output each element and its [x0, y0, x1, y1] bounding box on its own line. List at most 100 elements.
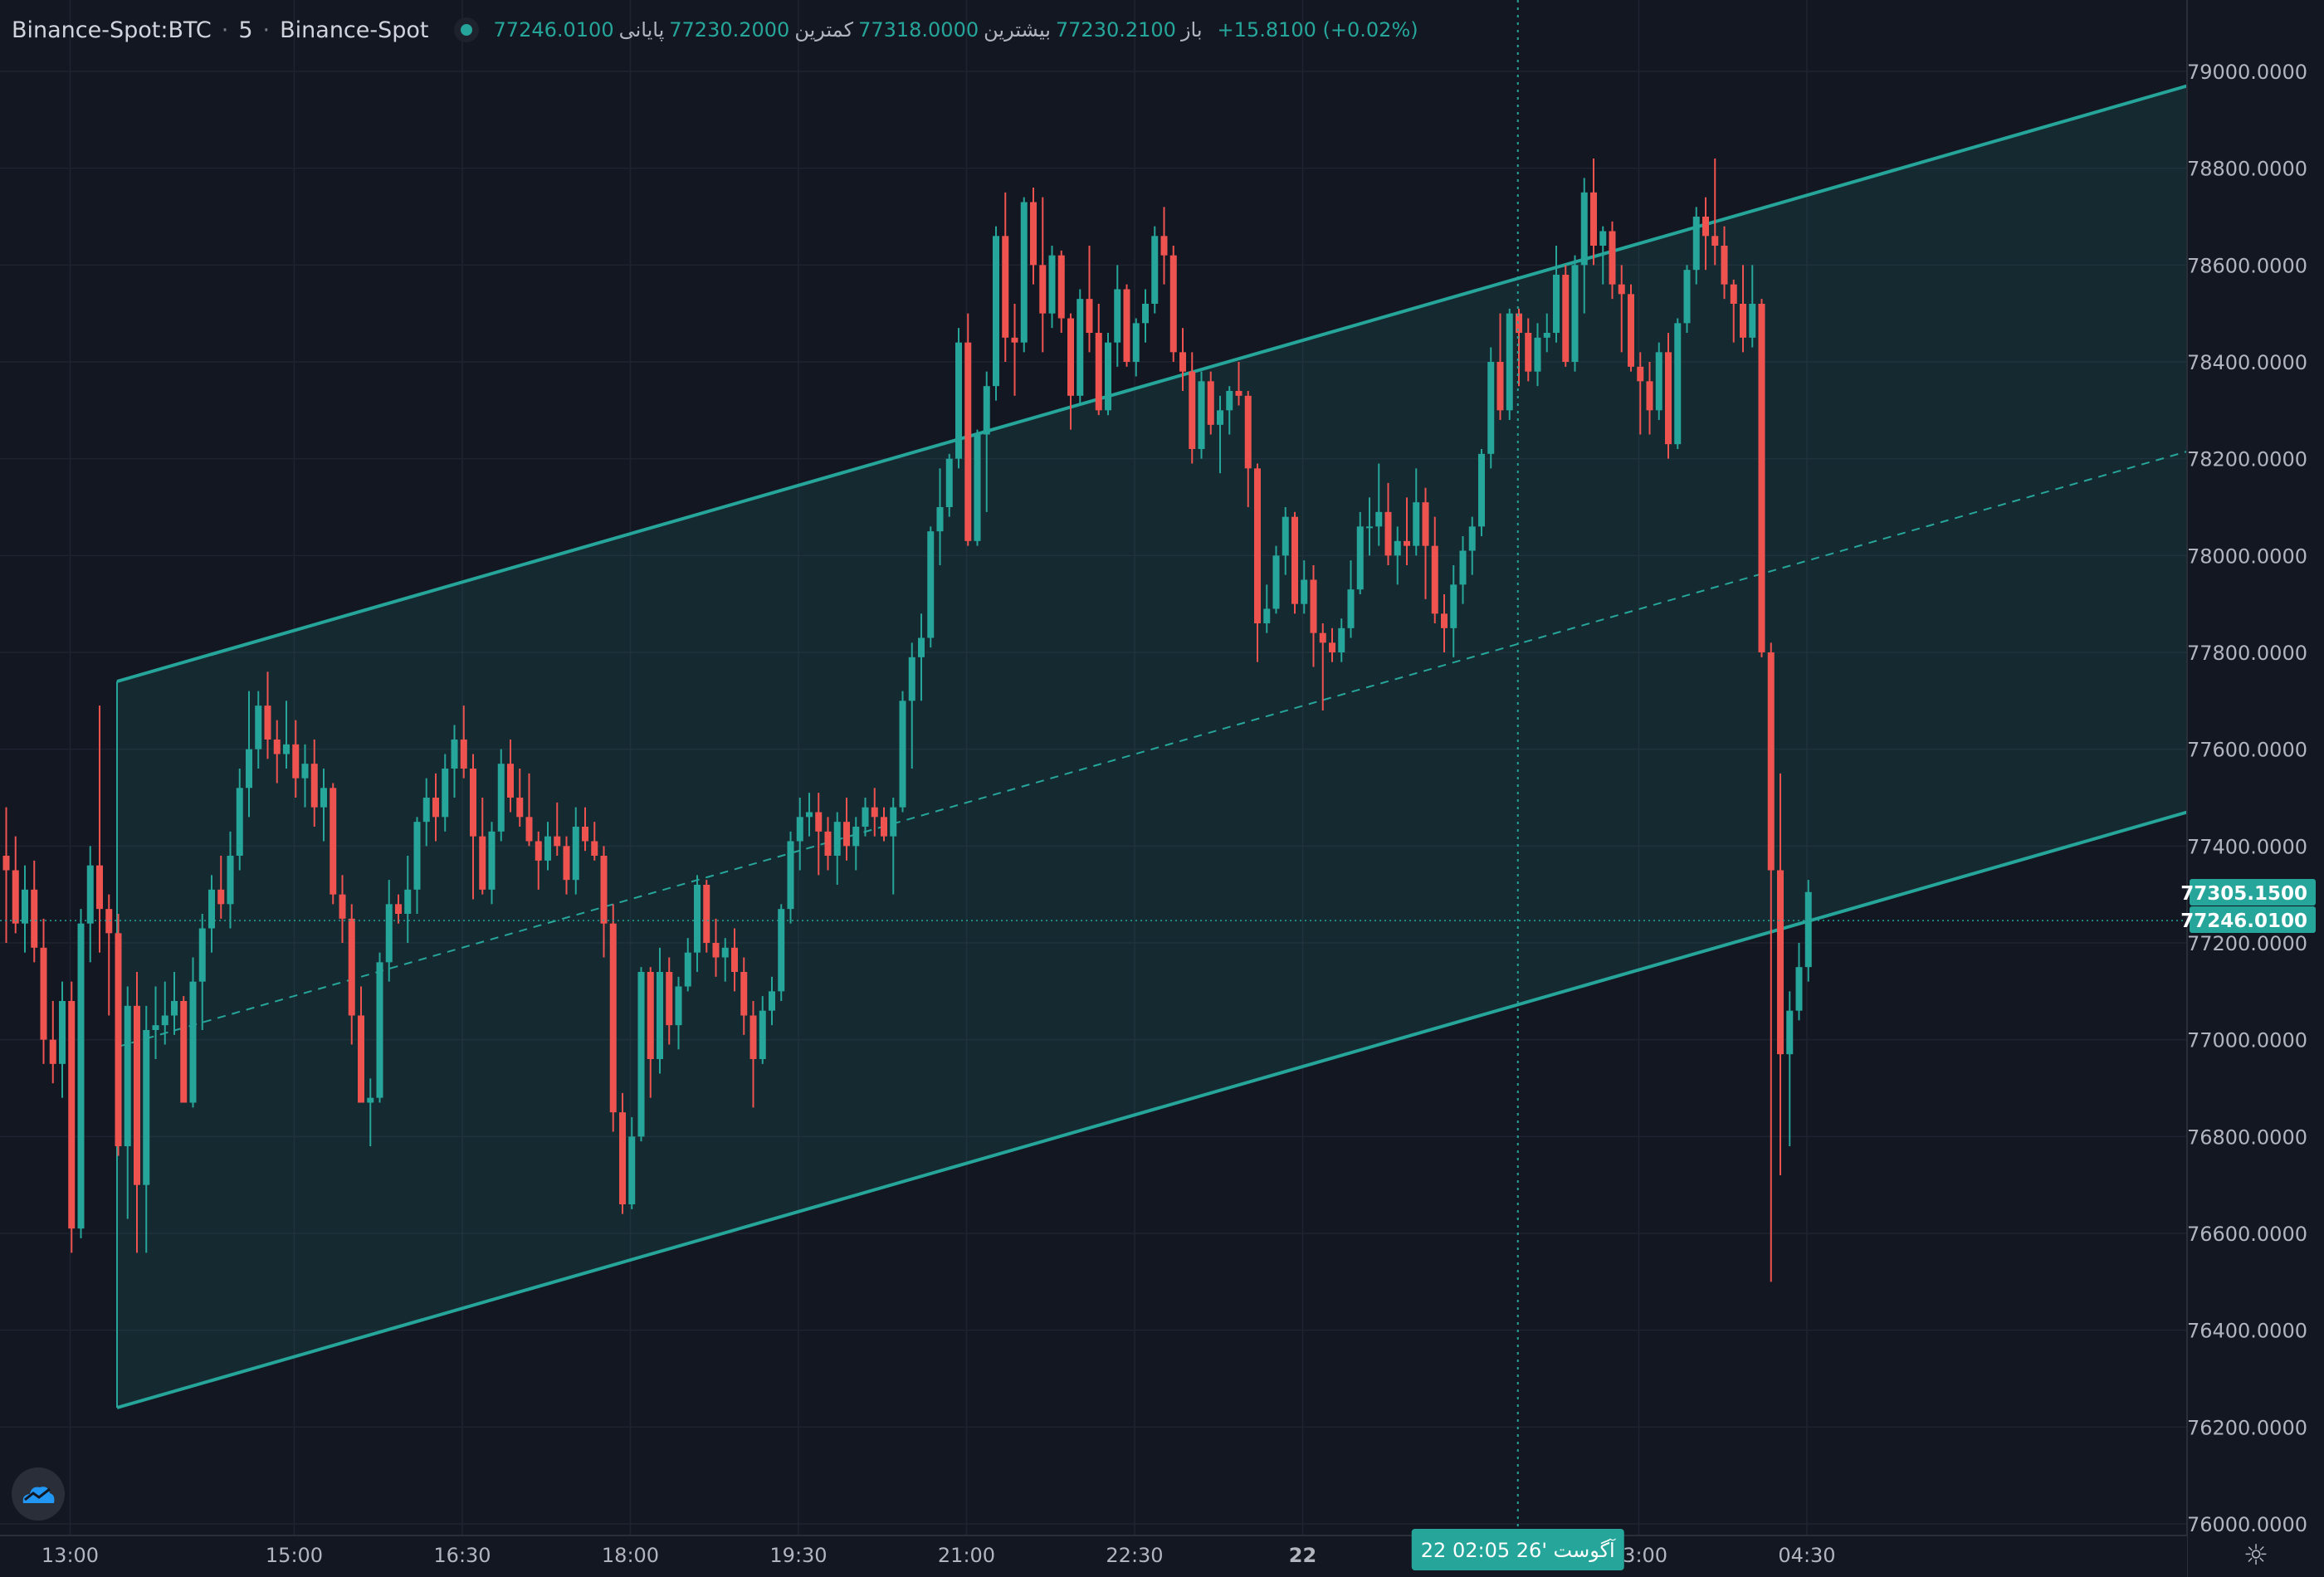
interval-label[interactable]: 5 [238, 17, 253, 43]
gear-icon[interactable]: ☼ [2243, 1539, 2269, 1572]
candle [255, 691, 262, 769]
candle-body [833, 822, 841, 856]
candle-body [647, 972, 654, 1059]
candle-body [115, 933, 122, 1146]
candle [1496, 313, 1504, 420]
x-tick-label: 18:00 [602, 1544, 659, 1567]
candle-body [1244, 395, 1252, 469]
candle [22, 865, 28, 953]
candle-body [908, 657, 915, 701]
candle [283, 701, 290, 769]
candle [301, 744, 309, 808]
candle [376, 952, 383, 1103]
candle [358, 986, 364, 1103]
candle-body [1553, 275, 1560, 333]
candle [1730, 279, 1737, 343]
candle-body [1132, 323, 1140, 362]
candle-body [1114, 289, 1121, 343]
candle-body [1226, 391, 1233, 411]
symbol-name[interactable]: Binance-Spot:BTC [12, 17, 212, 43]
candle-body [657, 972, 663, 1059]
candle-body [628, 1136, 636, 1204]
tradingview-logo-icon[interactable] [12, 1467, 65, 1521]
candle-body [1020, 202, 1028, 343]
candle-body [1683, 270, 1691, 324]
candle-body [152, 1025, 159, 1030]
candle [1114, 265, 1121, 367]
price-badge-bg [2190, 879, 2316, 906]
symbol-legend: Binance-Spot:BTC · 5 · Binance-Spot باز … [12, 12, 1418, 48]
candle [721, 938, 729, 982]
candle-body [1431, 545, 1438, 614]
candle-body [171, 1001, 178, 1016]
candle [1758, 299, 1765, 657]
candle-body [180, 1001, 188, 1103]
candle [1543, 313, 1550, 353]
candle [1002, 192, 1009, 362]
candle-body [1217, 410, 1223, 425]
candle [824, 817, 832, 871]
candle-body [1002, 236, 1009, 338]
candle [367, 1078, 374, 1146]
candle [236, 769, 243, 871]
candle [432, 773, 439, 842]
candle [59, 981, 66, 1098]
candle [264, 671, 271, 759]
candle-body [1347, 589, 1355, 628]
candle-body [1291, 516, 1298, 604]
candle [1366, 497, 1373, 556]
candle [600, 846, 608, 958]
y-tick-label: 78400.0000 [2187, 351, 2307, 374]
candle [1740, 265, 1746, 353]
candle-body [1637, 366, 1644, 382]
candle [927, 526, 935, 648]
y-tick-label: 78600.0000 [2187, 254, 2307, 277]
candle [49, 1001, 56, 1084]
high-value: 77318.0000 [858, 18, 979, 42]
candle [1356, 511, 1364, 594]
candle [862, 798, 869, 837]
candle-body [1189, 371, 1196, 449]
candle [105, 894, 113, 1016]
candle-body [749, 1015, 757, 1059]
candle-body [609, 923, 617, 1113]
candle-body [236, 788, 243, 856]
candle [731, 928, 738, 992]
candle [657, 947, 663, 1074]
candle [1384, 482, 1392, 565]
y-tick-label: 77000.0000 [2187, 1029, 2307, 1052]
x-tick-label: 15:00 [266, 1544, 323, 1567]
candle-body [637, 972, 645, 1137]
candle-body [1786, 1010, 1794, 1055]
candle-body [1721, 246, 1728, 285]
candle-body [721, 947, 729, 958]
candle [198, 914, 206, 1030]
candle [637, 967, 645, 1142]
candle-body [1301, 579, 1308, 604]
candle [525, 773, 533, 847]
candle-body [591, 841, 598, 856]
candle-body [283, 744, 290, 754]
candle [1207, 371, 1214, 435]
y-tick-label: 76000.0000 [2187, 1513, 2307, 1536]
candle-body [217, 889, 225, 905]
candle [1244, 391, 1252, 507]
candle [890, 798, 897, 895]
crosshair-time-badge: 22 آگوست '26 02:05 [1411, 1529, 1624, 1570]
candle-body [1804, 891, 1812, 968]
candle-body [432, 798, 439, 818]
candle [871, 788, 878, 837]
candle-body [582, 827, 588, 842]
candle [1077, 289, 1084, 406]
candle-body [666, 972, 673, 1026]
candle-body [1758, 304, 1765, 652]
market-status-icon[interactable] [453, 17, 479, 42]
y-tick-label: 76200.0000 [2187, 1416, 2307, 1439]
legend-separator: · [262, 17, 271, 43]
candle [479, 798, 486, 895]
candle-body [1441, 613, 1448, 628]
candle-body [1468, 526, 1476, 551]
candle [881, 807, 887, 842]
